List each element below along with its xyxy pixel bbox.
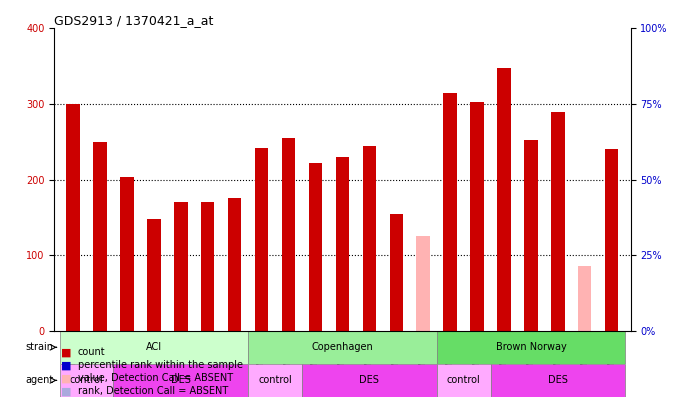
Bar: [551, 111, 565, 331]
Bar: [174, 202, 188, 331]
Bar: [471, 102, 484, 331]
Text: value, Detection Call = ABSENT: value, Detection Call = ABSENT: [78, 373, 233, 383]
Text: control: control: [70, 375, 104, 386]
Bar: [201, 202, 214, 331]
Bar: [147, 219, 161, 331]
Text: control: control: [447, 375, 481, 386]
Bar: [524, 140, 538, 331]
Bar: [255, 148, 268, 331]
Bar: [605, 149, 618, 331]
Bar: [248, 331, 437, 364]
Text: agent: agent: [26, 375, 54, 386]
Bar: [248, 364, 302, 397]
Text: rank, Detection Call = ABSENT: rank, Detection Call = ABSENT: [78, 386, 228, 396]
Bar: [336, 157, 349, 331]
Text: ■: ■: [61, 347, 71, 357]
Text: count: count: [78, 347, 106, 357]
Text: DES: DES: [548, 375, 567, 386]
Text: strain: strain: [26, 342, 54, 352]
Bar: [437, 331, 625, 364]
Bar: [390, 213, 403, 331]
Text: control: control: [258, 375, 292, 386]
Bar: [437, 364, 490, 397]
Bar: [416, 236, 430, 331]
Bar: [497, 68, 511, 331]
Bar: [60, 331, 248, 364]
Bar: [94, 142, 106, 331]
Bar: [443, 93, 457, 331]
Bar: [363, 145, 376, 331]
Bar: [120, 177, 134, 331]
Text: GDS2913 / 1370421_a_at: GDS2913 / 1370421_a_at: [54, 14, 214, 27]
Bar: [578, 266, 591, 331]
Text: DES: DES: [171, 375, 191, 386]
Text: Copenhagen: Copenhagen: [311, 342, 374, 352]
Bar: [282, 138, 295, 331]
Bar: [302, 364, 437, 397]
Text: percentile rank within the sample: percentile rank within the sample: [78, 360, 243, 370]
Text: ACI: ACI: [146, 342, 162, 352]
Text: DES: DES: [359, 375, 379, 386]
Text: ■: ■: [61, 386, 71, 396]
Text: Brown Norway: Brown Norway: [496, 342, 566, 352]
Bar: [228, 198, 241, 331]
Text: ■: ■: [61, 373, 71, 383]
Bar: [490, 364, 625, 397]
Bar: [66, 104, 80, 331]
Bar: [308, 163, 322, 331]
Bar: [60, 364, 113, 397]
Bar: [113, 364, 248, 397]
Text: ■: ■: [61, 360, 71, 370]
